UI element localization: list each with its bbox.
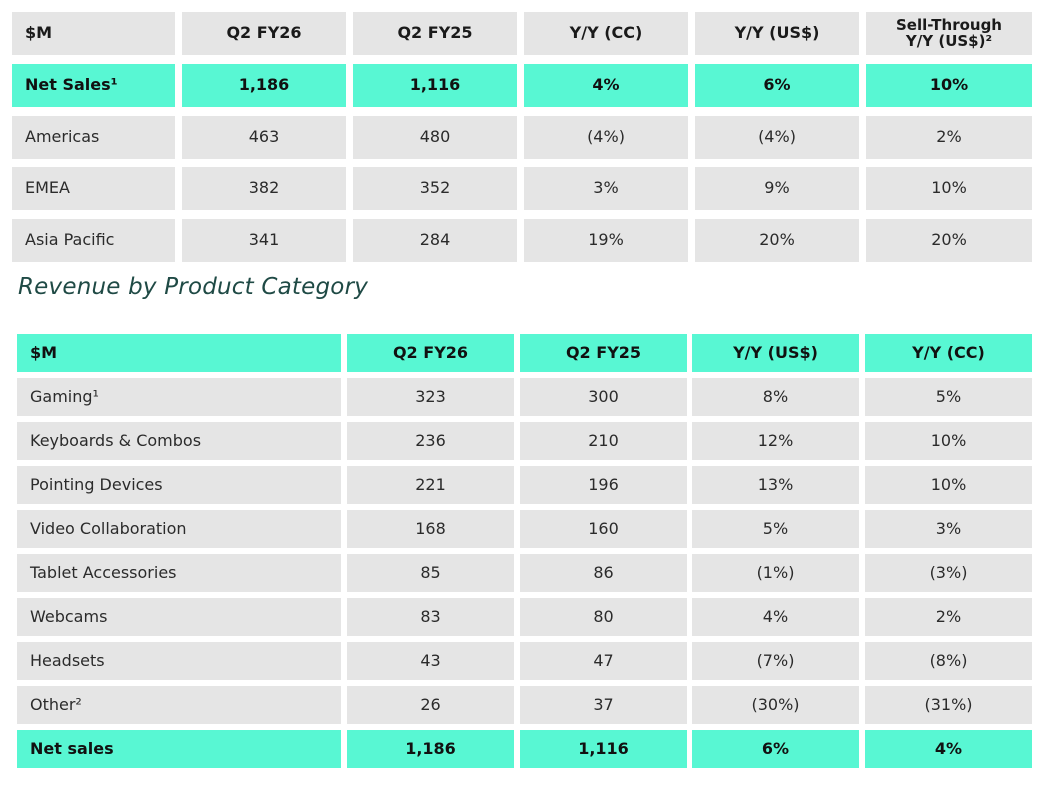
- header-cell: Y/Y (US$): [692, 334, 859, 372]
- header-cell: Y/Y (CC): [865, 334, 1032, 372]
- region-cell: 3%: [524, 167, 688, 210]
- category-cell: (7%): [692, 642, 859, 680]
- category-cell: 196: [520, 466, 687, 504]
- region-cell: 10%: [866, 167, 1032, 210]
- category-row-label: Net sales: [17, 730, 341, 768]
- category-cell: 47: [520, 642, 687, 680]
- category-cell: 13%: [692, 466, 859, 504]
- region-cell: 1,186: [182, 64, 346, 107]
- region-cell: 10%: [866, 64, 1032, 107]
- category-cell: 85: [347, 554, 514, 592]
- header-cell-sell-through: Sell-Through Y/Y (US$)²: [866, 12, 1032, 55]
- category-cell: 10%: [865, 422, 1032, 460]
- region-cell: 341: [182, 219, 346, 262]
- region-cell: 20%: [866, 219, 1032, 262]
- header-cell: $M: [12, 12, 175, 55]
- category-cell: 236: [347, 422, 514, 460]
- region-cell: 480: [353, 116, 517, 159]
- category-cell: (31%): [865, 686, 1032, 724]
- header-cell: Q2 FY25: [353, 12, 517, 55]
- category-cell: (3%): [865, 554, 1032, 592]
- region-cell: (4%): [695, 116, 859, 159]
- header-cell: Q2 FY25: [520, 334, 687, 372]
- category-cell: 26: [347, 686, 514, 724]
- category-row-label: Webcams: [17, 598, 341, 636]
- category-cell: 1,116: [520, 730, 687, 768]
- category-cell: 83: [347, 598, 514, 636]
- header-cell: Q2 FY26: [347, 334, 514, 372]
- region-row-label: Asia Pacific: [12, 219, 175, 262]
- category-cell: 37: [520, 686, 687, 724]
- category-cell: 210: [520, 422, 687, 460]
- category-cell: 10%: [865, 466, 1032, 504]
- category-cell: 1,186: [347, 730, 514, 768]
- region-cell: 4%: [524, 64, 688, 107]
- category-cell: 323: [347, 378, 514, 416]
- category-cell: 160: [520, 510, 687, 548]
- header-cell: Q2 FY26: [182, 12, 346, 55]
- category-row-label: Tablet Accessories: [17, 554, 341, 592]
- category-cell: 5%: [692, 510, 859, 548]
- region-cell: 284: [353, 219, 517, 262]
- category-cell: (1%): [692, 554, 859, 592]
- section-title: Revenue by Product Category: [18, 274, 369, 300]
- category-row-label: Other²: [17, 686, 341, 724]
- header-cell: Y/Y (CC): [524, 12, 688, 55]
- category-row-label: Headsets: [17, 642, 341, 680]
- category-cell: 168: [347, 510, 514, 548]
- category-cell: 80: [520, 598, 687, 636]
- category-cell: 6%: [692, 730, 859, 768]
- category-row-label: Pointing Devices: [17, 466, 341, 504]
- region-row-label: Americas: [12, 116, 175, 159]
- category-row-label: Video Collaboration: [17, 510, 341, 548]
- category-cell: 221: [347, 466, 514, 504]
- category-row-label: Gaming¹: [17, 378, 341, 416]
- category-cell: 4%: [865, 730, 1032, 768]
- category-cell: 12%: [692, 422, 859, 460]
- category-cell: 3%: [865, 510, 1032, 548]
- category-cell: (8%): [865, 642, 1032, 680]
- category-cell: 300: [520, 378, 687, 416]
- category-cell: 43: [347, 642, 514, 680]
- region-cell: 1,116: [353, 64, 517, 107]
- region-row-label: EMEA: [12, 167, 175, 210]
- region-cell: 463: [182, 116, 346, 159]
- region-cell: 6%: [695, 64, 859, 107]
- region-cell: (4%): [524, 116, 688, 159]
- region-cell: 352: [353, 167, 517, 210]
- region-cell: 382: [182, 167, 346, 210]
- region-cell: 9%: [695, 167, 859, 210]
- region-cell: 19%: [524, 219, 688, 262]
- region-cell: 20%: [695, 219, 859, 262]
- category-cell: 2%: [865, 598, 1032, 636]
- region-row-label: Net Sales¹: [12, 64, 175, 107]
- category-cell: 86: [520, 554, 687, 592]
- category-row-label: Keyboards & Combos: [17, 422, 341, 460]
- category-cell: 8%: [692, 378, 859, 416]
- category-cell: (30%): [692, 686, 859, 724]
- region-cell: 2%: [866, 116, 1032, 159]
- category-cell: 5%: [865, 378, 1032, 416]
- category-cell: 4%: [692, 598, 859, 636]
- header-cell: Y/Y (US$): [695, 12, 859, 55]
- header-cell: $M: [17, 334, 341, 372]
